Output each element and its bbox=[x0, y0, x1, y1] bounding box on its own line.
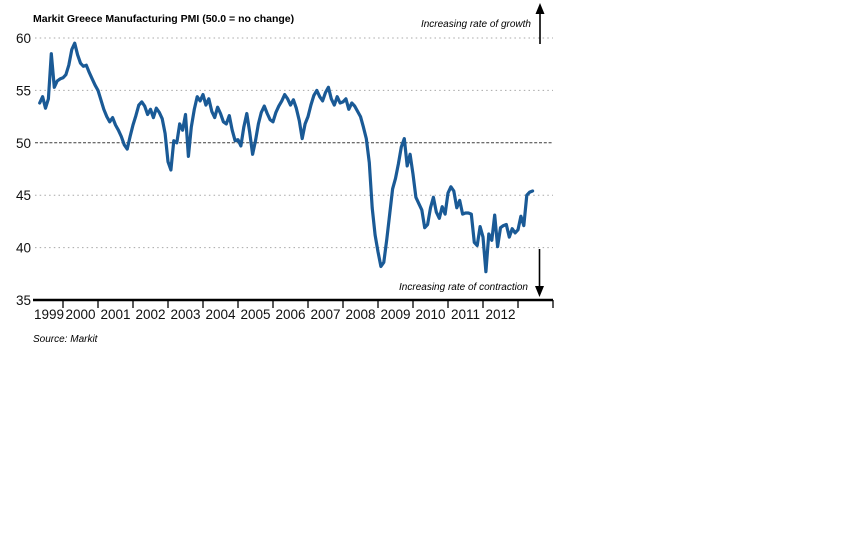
contraction-arrow-icon bbox=[535, 249, 544, 297]
x-axis-labels: 1999 2000 2001 2002 2003 2004 2005 2006 2007 2008… bbox=[34, 307, 516, 322]
x-label-2001: 2001 bbox=[100, 307, 130, 322]
y-label-50: 50 bbox=[16, 136, 31, 151]
x-label-2006: 2006 bbox=[275, 307, 305, 322]
gridlines bbox=[35, 37, 553, 249]
x-axis bbox=[33, 298, 554, 308]
y-label-40: 40 bbox=[16, 241, 31, 256]
x-label-1999: 1999 bbox=[34, 307, 64, 322]
y-axis-labels: 60 55 50 45 40 35 bbox=[16, 31, 31, 308]
y-label-45: 45 bbox=[16, 188, 31, 203]
x-label-2005: 2005 bbox=[240, 307, 270, 322]
y-label-60: 60 bbox=[16, 31, 31, 46]
x-label-2011: 2011 bbox=[451, 307, 480, 322]
chart-title: Markit Greece Manufacturing PMI (50.0 = … bbox=[33, 13, 294, 25]
growth-annotation: Increasing rate of growth bbox=[421, 19, 531, 30]
growth-arrow-icon bbox=[535, 3, 545, 44]
x-label-2002: 2002 bbox=[135, 307, 165, 322]
source-note: Source: Markit bbox=[33, 334, 99, 345]
x-label-2004: 2004 bbox=[205, 307, 236, 322]
contraction-annotation: Increasing rate of contraction bbox=[399, 282, 528, 293]
pmi-data-line bbox=[38, 41, 535, 274]
x-label-2007: 2007 bbox=[310, 307, 340, 322]
x-label-2008: 2008 bbox=[345, 307, 375, 322]
x-label-2000: 2000 bbox=[65, 307, 95, 322]
y-label-55: 55 bbox=[16, 83, 31, 98]
x-label-2010: 2010 bbox=[415, 307, 445, 322]
x-label-2012: 2012 bbox=[485, 307, 515, 322]
y-label-35: 35 bbox=[16, 293, 31, 308]
x-label-2003: 2003 bbox=[170, 307, 200, 322]
x-label-2009: 2009 bbox=[380, 307, 410, 322]
